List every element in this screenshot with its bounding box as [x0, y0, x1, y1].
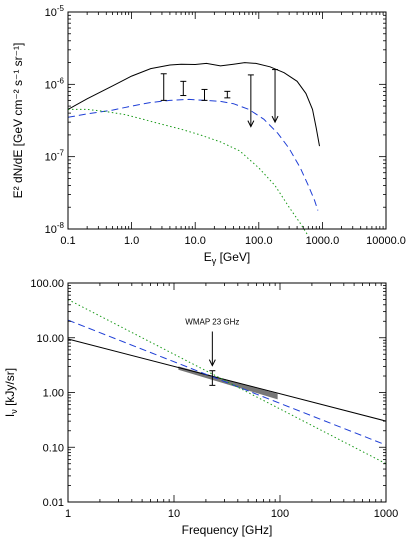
- series-line-dotted: [68, 108, 309, 237]
- x-axis-title-sub: γ: [212, 256, 217, 266]
- x-axis-title-base: E: [204, 250, 212, 264]
- plot-frame: [67, 11, 387, 230]
- series-line-dashed: [67, 98, 319, 211]
- y-tick-label: 0.10: [43, 442, 64, 454]
- plot-frame: [67, 282, 387, 503]
- y-axis: 0.01 0.10 1.00 10.00 100.00: [30, 278, 386, 509]
- error-bar: [180, 80, 187, 97]
- x-axis-title: Frequency [GHz]: [182, 523, 273, 537]
- error-bar: [201, 88, 208, 101]
- upper-limit-head: [247, 120, 255, 128]
- chart-panel-1: 0.1 1.0 10.0 100.0 1000.0 10000.010-810-710-6…: [11, 4, 406, 266]
- y-tick-label: 10-5: [45, 4, 65, 19]
- y-tick-label: 100.00: [30, 278, 64, 290]
- y-tick-base: 10: [45, 79, 57, 91]
- chart-panel-2: WMAP 23 GHz 1 10 100 1000 0.01 0.10 1.00 10.00 10…: [3, 278, 398, 537]
- y-tick-exponent: -5: [57, 4, 65, 13]
- annotation-label: WMAP 23 GHz: [185, 318, 239, 327]
- x-tick-label: 100.0: [245, 235, 273, 247]
- x-tick-label: 1000.0: [306, 235, 340, 247]
- x-tick-label: 10: [168, 508, 180, 520]
- series-line-dashed: [67, 319, 387, 446]
- x-tick-label: 1000: [374, 508, 398, 520]
- annotation-arrow-head: [208, 359, 216, 367]
- x-axis: 0.1 1.0 10.0 100.0 1000.0 10000.0: [60, 12, 406, 247]
- y-tick-label: 10-8: [45, 221, 65, 236]
- y-axis-title: E² dN/dE [GeV cm⁻² s⁻¹ sr⁻¹]: [11, 43, 25, 199]
- upper-limit-arrow: [271, 69, 279, 124]
- y-tick-label: 10.00: [36, 333, 64, 345]
- y-tick-exponent: -8: [57, 221, 65, 230]
- x-axis-title-unit: [GeV]: [216, 250, 250, 264]
- y-tick-exponent: -7: [57, 149, 65, 158]
- error-bar: [160, 73, 167, 101]
- y-tick-label: 10-7: [45, 149, 65, 164]
- series-line-solid: [67, 62, 320, 147]
- upper-limit-arrow: [247, 74, 255, 128]
- x-tick-label: 10.0: [184, 235, 205, 247]
- y-tick-base: 10: [45, 224, 57, 236]
- y-axis-title-sub: ν: [9, 409, 19, 414]
- x-tick-label: 1.0: [124, 235, 139, 247]
- x-axis: 1 10 100 1000: [65, 283, 398, 520]
- y-axis-title-base: I: [3, 414, 17, 417]
- error-bar: [209, 370, 216, 386]
- y-tick-exponent: -6: [57, 76, 65, 85]
- y-axis: 10-810-710-610-5: [45, 4, 386, 236]
- x-tick-label: 1: [65, 508, 71, 520]
- y-axis-title-unit: [kJy/sr]: [3, 368, 17, 409]
- x-tick-label: 0.1: [60, 235, 75, 247]
- y-tick-base: 10: [45, 152, 57, 164]
- upper-limit-head: [271, 115, 279, 124]
- x-tick-label: 100: [271, 508, 289, 520]
- series-line-solid: [67, 338, 387, 422]
- error-bar: [224, 90, 231, 99]
- y-axis-title: Iν [kJy/sr]: [3, 368, 19, 417]
- y-tick-base: 10: [45, 7, 57, 19]
- y-tick-label: 1.00: [43, 388, 64, 400]
- y-tick-label: 0.01: [43, 497, 64, 509]
- x-tick-label: 10000.0: [366, 235, 406, 247]
- y-tick-label: 10-6: [45, 76, 65, 91]
- x-axis-title: Eγ [GeV]: [204, 250, 251, 266]
